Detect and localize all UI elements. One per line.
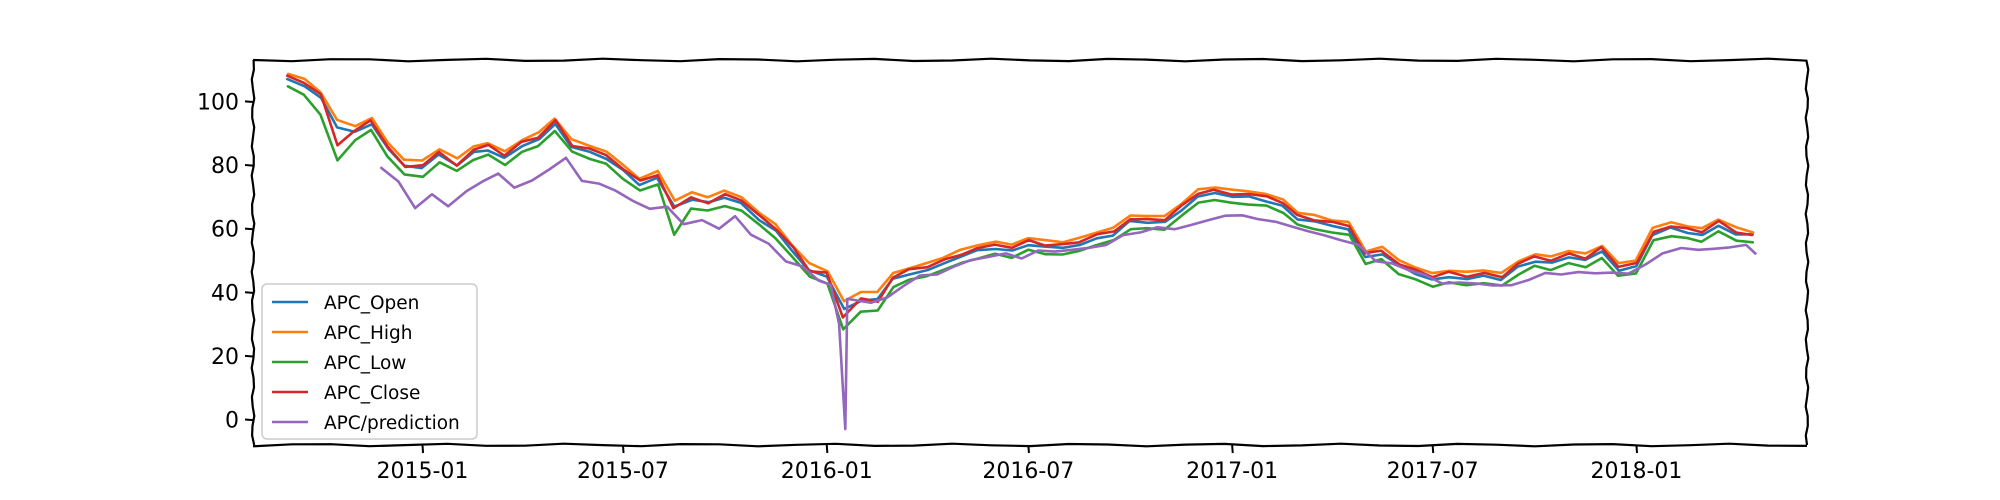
legend-label-apc-open: APC_Open bbox=[324, 293, 419, 314]
x-tick-mark bbox=[621, 444, 625, 454]
x-tick-mark bbox=[1027, 444, 1030, 454]
y-axis: 0 20 40 60 80 100 bbox=[197, 90, 254, 434]
y-tick-mark bbox=[244, 227, 254, 231]
y-tick-mark bbox=[244, 418, 254, 422]
plot-frame bbox=[250, 57, 1810, 448]
x-tick-label: 2016-01 bbox=[781, 459, 873, 484]
x-tick-mark bbox=[1635, 444, 1639, 454]
legend: APC_Open APC_High APC_Low APC_Close APC/pred… bbox=[261, 283, 478, 440]
y-tick-label: 0 bbox=[225, 409, 239, 434]
series-line-apc-prediction bbox=[380, 156, 1757, 431]
y-tick-label: 100 bbox=[197, 90, 239, 115]
series-line-apc-close bbox=[285, 74, 1754, 319]
x-tick-label: 2017-01 bbox=[1186, 459, 1278, 484]
x-axis: 2015-01 2015-07 2016-01 2016-07 2017-01 2017-… bbox=[377, 444, 1682, 484]
x-tick-mark bbox=[421, 444, 425, 454]
series-line-apc-low bbox=[286, 85, 1755, 331]
y-tick-mark bbox=[244, 354, 254, 358]
legend-label-apc-high: APC_High bbox=[324, 323, 413, 344]
x-tick-label: 2015-01 bbox=[377, 459, 469, 484]
series-line-apc-open bbox=[286, 77, 1754, 311]
x-tick-mark bbox=[825, 444, 829, 454]
x-tick-mark bbox=[1231, 444, 1234, 454]
y-tick-mark bbox=[244, 291, 254, 294]
legend-label-apc-close: APC_Close bbox=[324, 383, 420, 404]
legend-box bbox=[261, 283, 478, 440]
y-tick-label: 80 bbox=[211, 154, 239, 179]
x-tick-label: 2017-07 bbox=[1387, 459, 1479, 484]
x-tick-label: 2016-07 bbox=[982, 459, 1074, 484]
legend-label-apc-prediction: APC/prediction bbox=[324, 413, 460, 434]
y-tick-label: 40 bbox=[211, 281, 239, 306]
y-tick-label: 20 bbox=[211, 345, 239, 370]
x-tick-label: 2015-07 bbox=[577, 459, 669, 484]
y-tick-mark bbox=[244, 100, 254, 103]
x-tick-mark bbox=[1431, 444, 1435, 454]
series-line-apc-high bbox=[286, 72, 1755, 303]
y-tick-label: 60 bbox=[211, 218, 239, 243]
x-tick-label: 2018-01 bbox=[1590, 459, 1682, 484]
series-layer bbox=[285, 72, 1757, 431]
y-tick-mark bbox=[244, 164, 254, 167]
legend-label-apc-low: APC_Low bbox=[324, 353, 406, 374]
